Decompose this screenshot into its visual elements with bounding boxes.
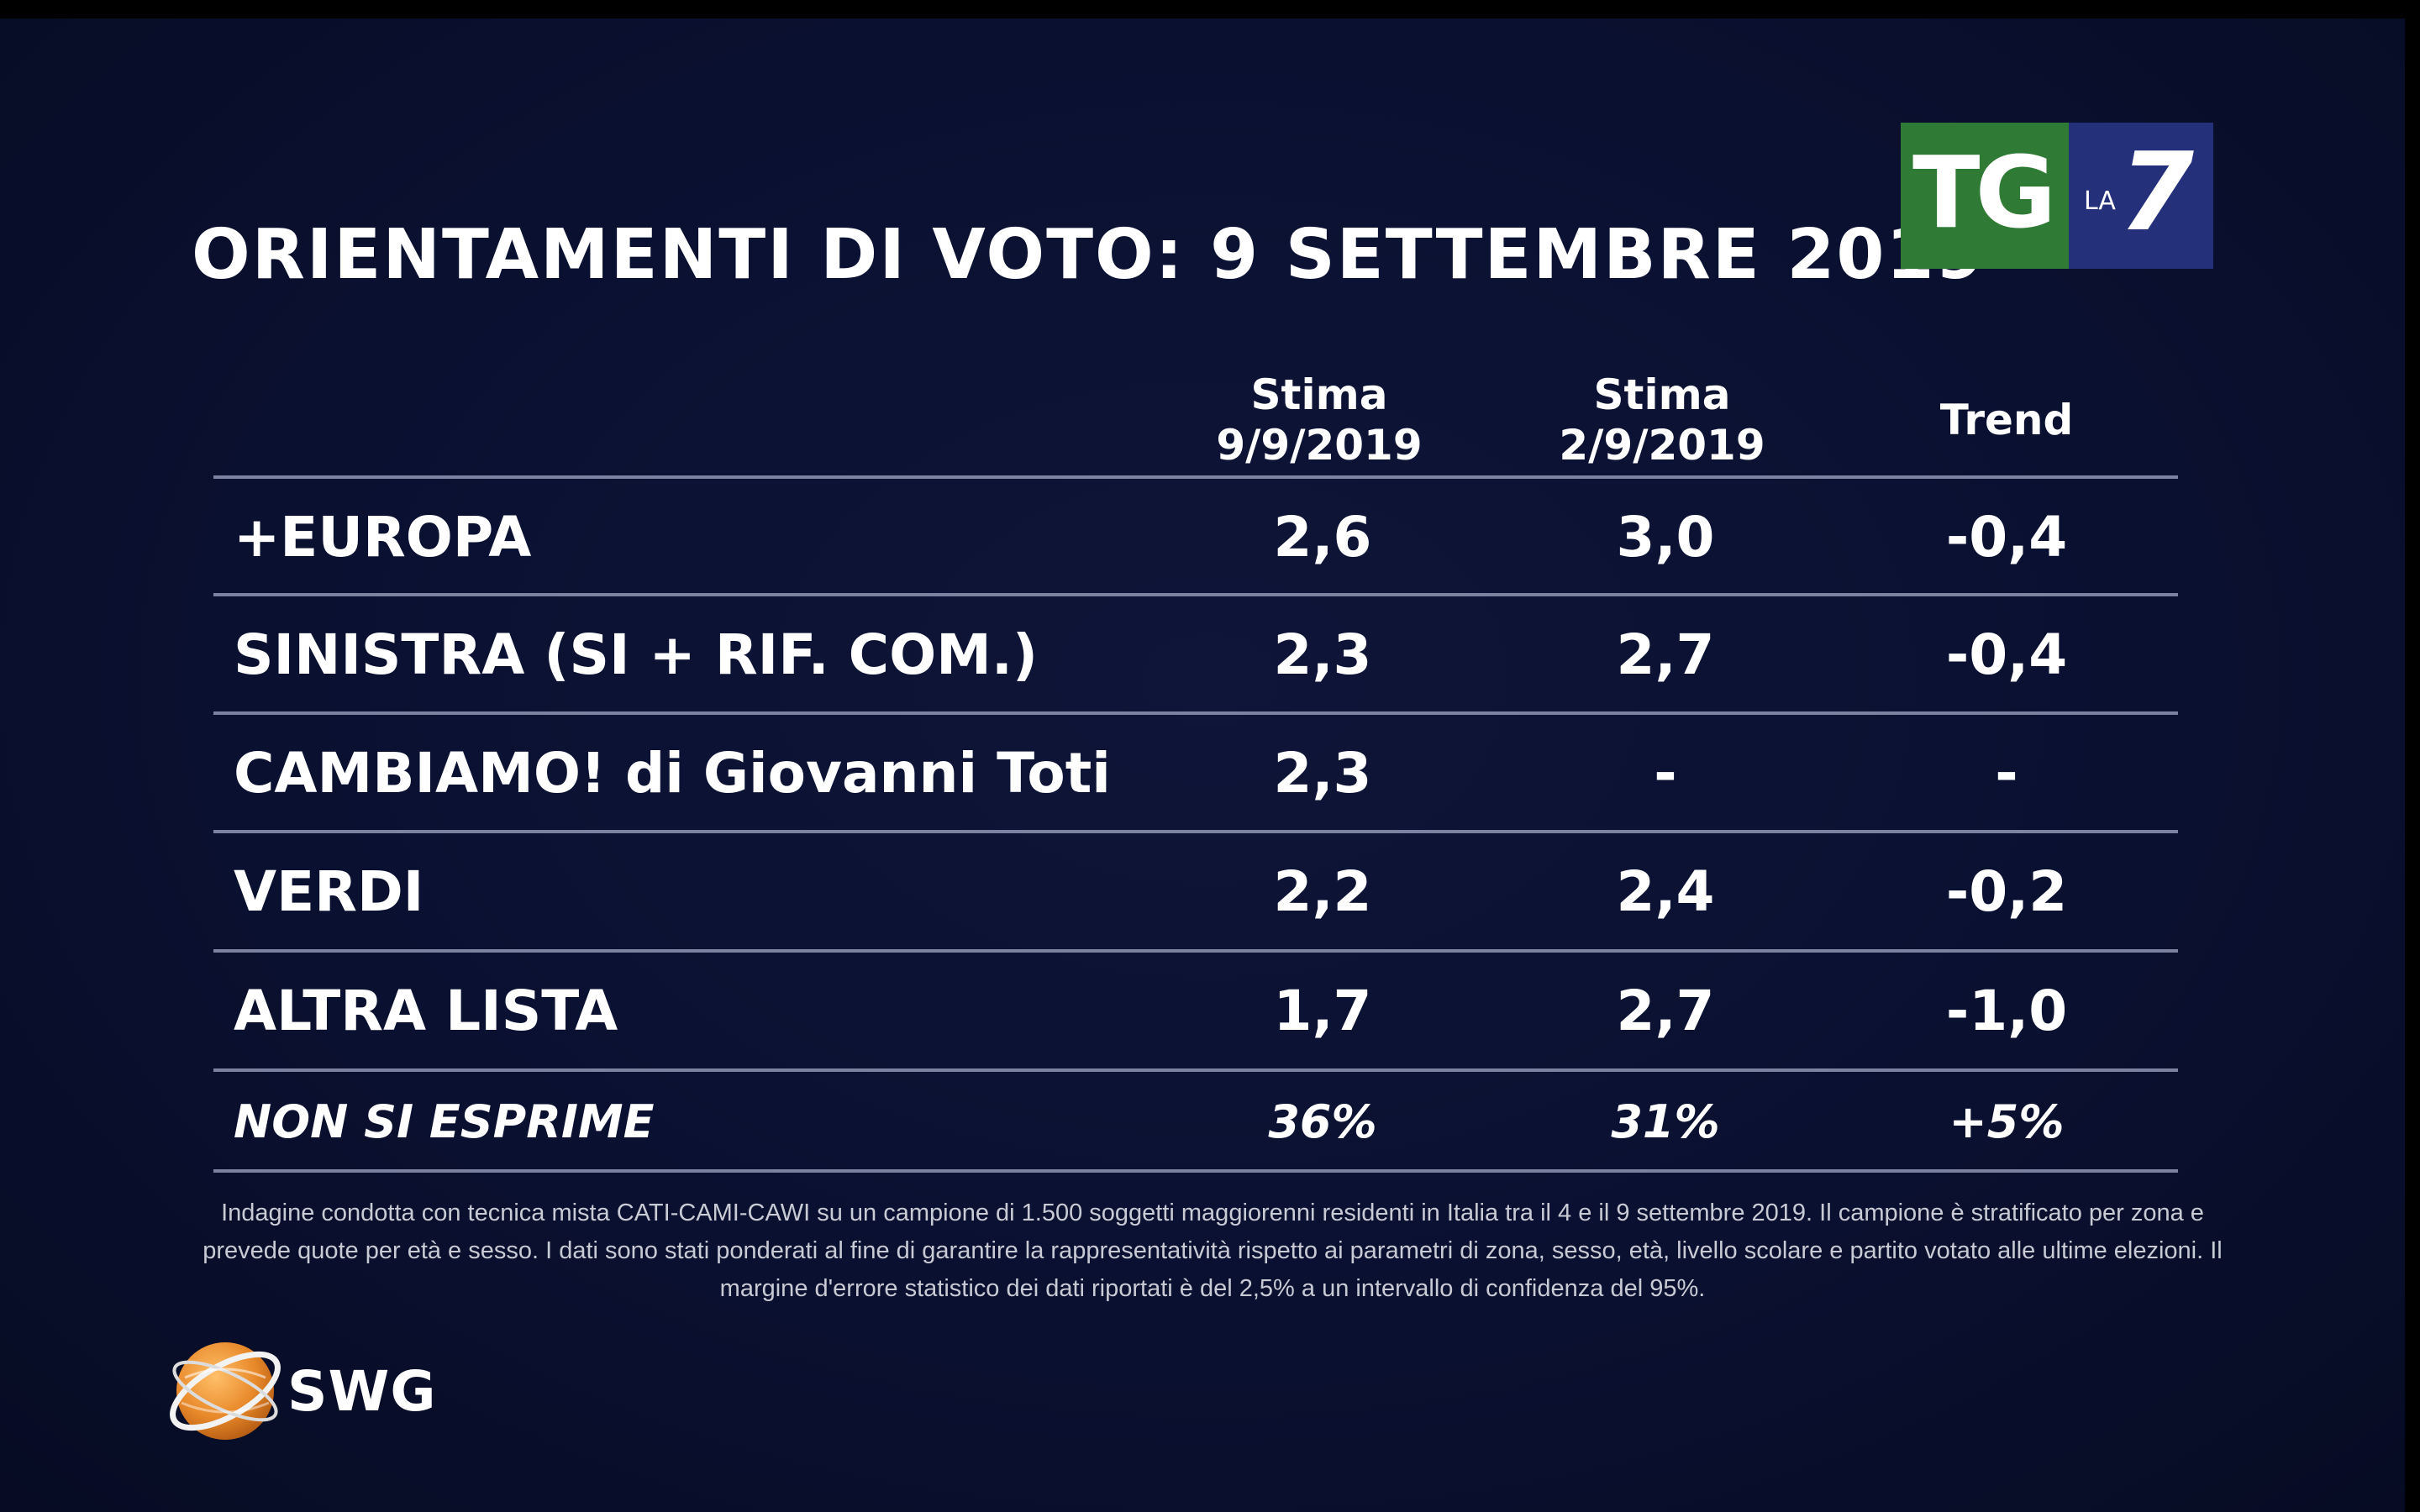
value-current: 2,3 xyxy=(1273,622,1372,687)
value-previous: 3,0 xyxy=(1616,505,1715,570)
value-previous: 2,4 xyxy=(1616,859,1715,924)
swg-wordmark: SWG xyxy=(287,1359,437,1424)
value-trend: -0,4 xyxy=(1945,622,2068,687)
party-label: ALTRA LISTA xyxy=(234,979,618,1043)
table-divider xyxy=(213,1068,2178,1072)
table-divider xyxy=(213,1169,2178,1173)
value-current: 36% xyxy=(1268,1095,1377,1148)
value-current: 2,6 xyxy=(1273,505,1372,570)
party-label: CAMBIAMO! di Giovanni Toti xyxy=(234,741,1111,806)
logo-tg-text: TG xyxy=(1912,134,2056,250)
column-header-estimate-previous: Stima 2/9/2019 xyxy=(1536,370,1788,470)
table-row: +EUROPA 2,6 3,0 -0,4 xyxy=(213,480,2178,595)
value-trend: -1,0 xyxy=(1945,979,2068,1043)
party-label: VERDI xyxy=(234,859,424,924)
table-divider xyxy=(213,830,2178,833)
table-row: CAMBIAMO! di Giovanni Toti 2,3 - - xyxy=(213,717,2178,831)
table-row-undecided: NON SI ESPRIME 36% 31% +5% xyxy=(213,1074,2178,1188)
column-header-estimate-current: Stima 9/9/2019 xyxy=(1193,370,1445,470)
party-label: +EUROPA xyxy=(234,505,532,570)
logo-la-text: LA xyxy=(2084,186,2116,216)
party-label: NON SI ESPRIME xyxy=(234,1095,655,1148)
table-divider xyxy=(213,593,2178,596)
value-trend: - xyxy=(1995,741,2018,806)
value-trend: +5% xyxy=(1949,1095,2065,1148)
swg-logo: SWG xyxy=(160,1327,445,1453)
page-title: ORIENTAMENTI DI VOTO: 9 SETTEMBRE 2019 xyxy=(192,215,1986,295)
table-row: VERDI 2,2 2,4 -0,2 xyxy=(213,835,2178,949)
value-trend: -0,2 xyxy=(1945,859,2068,924)
column-header-line1: Trend xyxy=(1939,396,2074,444)
value-current: 2,2 xyxy=(1273,859,1372,924)
table-row: ALTRA LISTA 1,7 2,7 -1,0 xyxy=(213,954,2178,1068)
right-black-bar xyxy=(2405,0,2420,1512)
value-trend: -0,4 xyxy=(1945,505,2068,570)
value-previous: 2,7 xyxy=(1616,622,1715,687)
column-header-trend: Trend xyxy=(1881,395,2133,445)
table-row: SINISTRA (SI + RIF. COM.) 2,3 2,7 -0,4 xyxy=(213,598,2178,712)
logo-blue-block xyxy=(2069,123,2213,269)
table-divider xyxy=(213,475,2178,479)
top-black-bar xyxy=(0,0,2420,18)
tg-la7-logo: TG LA 7 xyxy=(1901,123,2213,269)
methodology-footnote: Indagine condotta con tecnica mista CATI… xyxy=(203,1200,2223,1302)
column-header-line1: Stima xyxy=(1593,370,1731,419)
table-divider xyxy=(213,711,2178,715)
value-previous: 2,7 xyxy=(1616,979,1715,1043)
logo-green-block xyxy=(1901,123,2069,269)
value-previous: - xyxy=(1654,741,1677,806)
column-header-line2: 2/9/2019 xyxy=(1559,421,1765,470)
value-current: 2,3 xyxy=(1273,741,1372,806)
party-label: SINISTRA (SI + RIF. COM.) xyxy=(234,622,1039,687)
swg-globe-icon xyxy=(170,1342,281,1440)
column-header-line2: 9/9/2019 xyxy=(1216,421,1423,470)
value-current: 1,7 xyxy=(1273,979,1372,1043)
column-header-line1: Stima xyxy=(1250,370,1388,419)
logo-seven-text: 7 xyxy=(2119,130,2195,255)
table-divider xyxy=(213,949,2178,953)
value-previous: 31% xyxy=(1611,1095,1720,1148)
